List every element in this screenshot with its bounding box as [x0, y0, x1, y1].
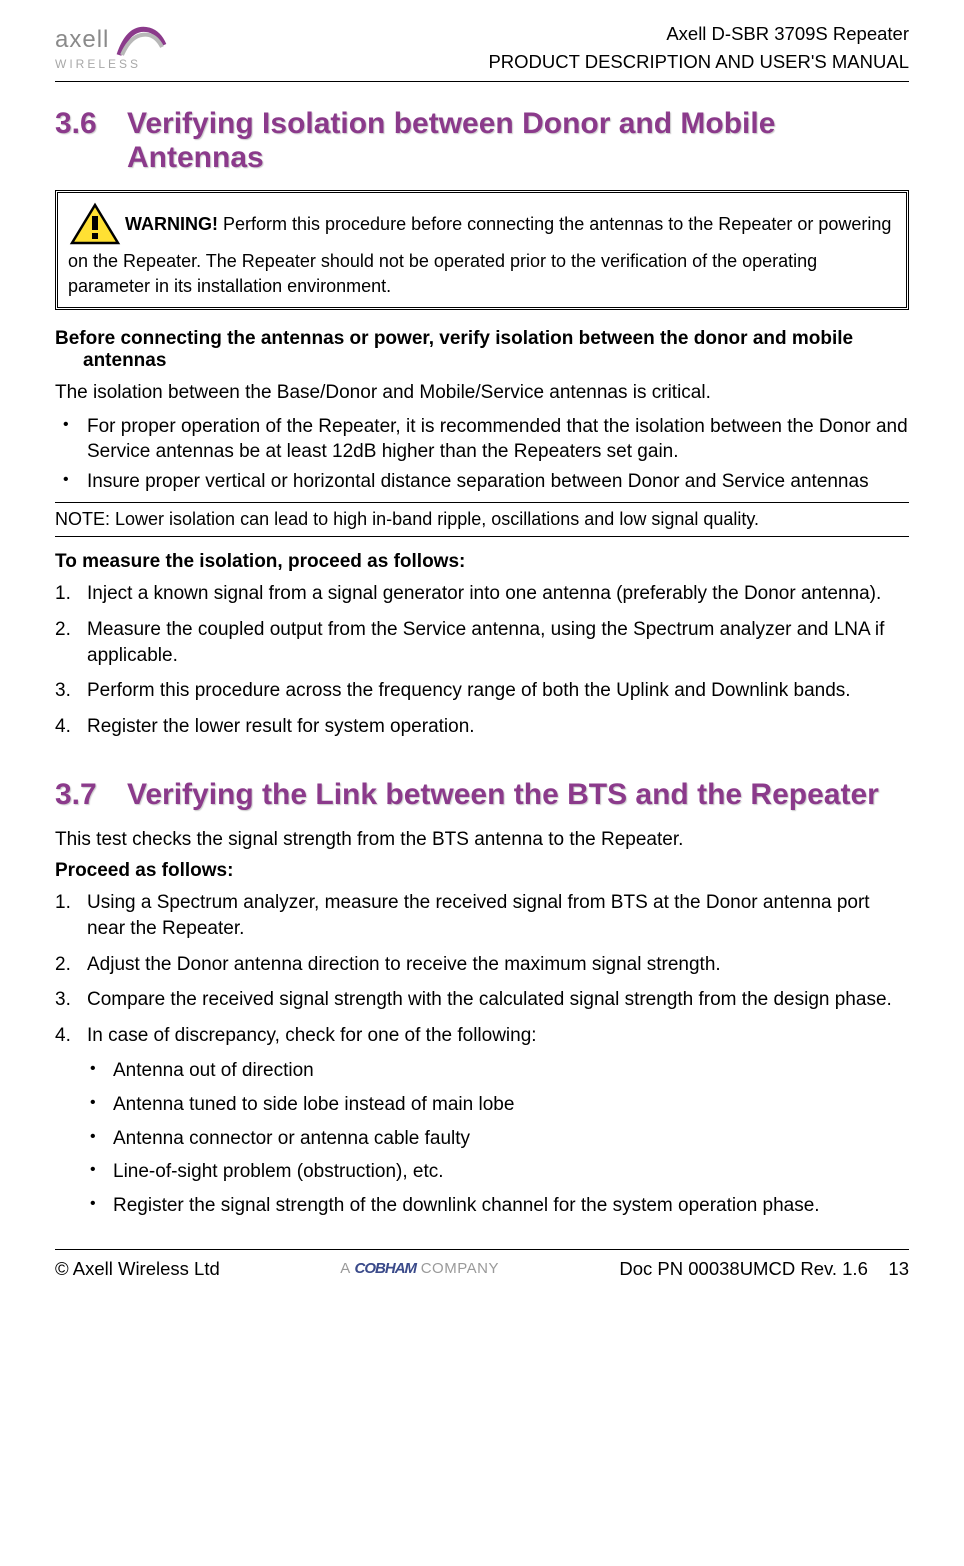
para-isolation-critical: The isolation between the Base/Donor and…	[55, 380, 909, 406]
logo-swoosh-icon	[114, 20, 169, 60]
warning-icon	[68, 201, 123, 249]
footer-doc-rev: Doc PN 00038UMCD Rev. 1.6 13	[619, 1258, 909, 1280]
section-title: Verifying Isolation between Donor and Mo…	[127, 107, 909, 175]
subheading-to-measure: To measure the isolation, proceed as fol…	[55, 551, 909, 573]
list-item: Register the lower result for system ope…	[55, 714, 909, 740]
section-heading-3-6: 3.6 Verifying Isolation between Donor an…	[55, 107, 909, 175]
footer-copyright: © Axell Wireless Ltd	[55, 1258, 220, 1280]
list-item: Antenna connector or antenna cable fault…	[55, 1126, 909, 1152]
list-item: Insure proper vertical or horizontal dis…	[55, 469, 909, 495]
warning-box: WARNING! Perform this procedure before c…	[55, 190, 909, 310]
list-item: Antenna tuned to side lobe instead of ma…	[55, 1092, 909, 1118]
logo-text: axell	[55, 26, 109, 54]
section-num: 3.6	[55, 107, 127, 175]
list-item: Antenna out of direction	[55, 1058, 909, 1084]
page-header: axell WIRELESS Axell D-SBR 3709S Repeate…	[55, 20, 909, 82]
list-item: Using a Spectrum analyzer, measure the r…	[55, 890, 909, 941]
para-test-signal: This test checks the signal strength fro…	[55, 827, 909, 853]
doc-title-line1: Axell D-SBR 3709S Repeater	[488, 20, 909, 48]
header-doc-info: Axell D-SBR 3709S Repeater PRODUCT DESCR…	[488, 20, 909, 76]
list-item: Measure the coupled output from the Serv…	[55, 617, 909, 668]
section-num: 3.7	[55, 778, 127, 812]
sub-bullets-discrepancy: Antenna out of direction Antenna tuned t…	[55, 1058, 909, 1218]
list-item: Line-of-sight problem (obstruction), etc…	[55, 1159, 909, 1185]
numbered-list-measure: Inject a known signal from a signal gene…	[55, 581, 909, 739]
doc-title-line2: PRODUCT DESCRIPTION AND USER'S MANUAL	[488, 48, 909, 76]
subheading-proceed: Proceed as follows:	[55, 860, 909, 882]
list-item: Compare the received signal strength wit…	[55, 987, 909, 1013]
list-item: Perform this procedure across the freque…	[55, 678, 909, 704]
footer-company: A COBHAM COMPANY	[340, 1260, 499, 1277]
list-item: Inject a known signal from a signal gene…	[55, 581, 909, 607]
list-item: In case of discrepancy, check for one of…	[55, 1023, 909, 1049]
list-item: Adjust the Donor antenna direction to re…	[55, 952, 909, 978]
list-item: Register the signal strength of the down…	[55, 1193, 909, 1219]
note-box: NOTE: Lower isolation can lead to high i…	[55, 502, 909, 537]
section-title: Verifying the Link between the BTS and t…	[127, 778, 909, 812]
subheading-before-connecting: Before connecting the antennas or power,…	[83, 328, 909, 372]
list-item: For proper operation of the Repeater, it…	[55, 414, 909, 465]
numbered-list-proceed: Using a Spectrum analyzer, measure the r…	[55, 890, 909, 1048]
logo: axell WIRELESS	[55, 20, 169, 71]
logo-subtitle: WIRELESS	[55, 57, 141, 71]
bullets-isolation: For proper operation of the Repeater, it…	[55, 414, 909, 495]
page-footer: © Axell Wireless Ltd A COBHAM COMPANY Do…	[55, 1249, 909, 1280]
section-heading-3-7: 3.7 Verifying the Link between the BTS a…	[55, 778, 909, 812]
warning-label: WARNING!	[125, 213, 218, 233]
page-number: 13	[888, 1258, 909, 1279]
